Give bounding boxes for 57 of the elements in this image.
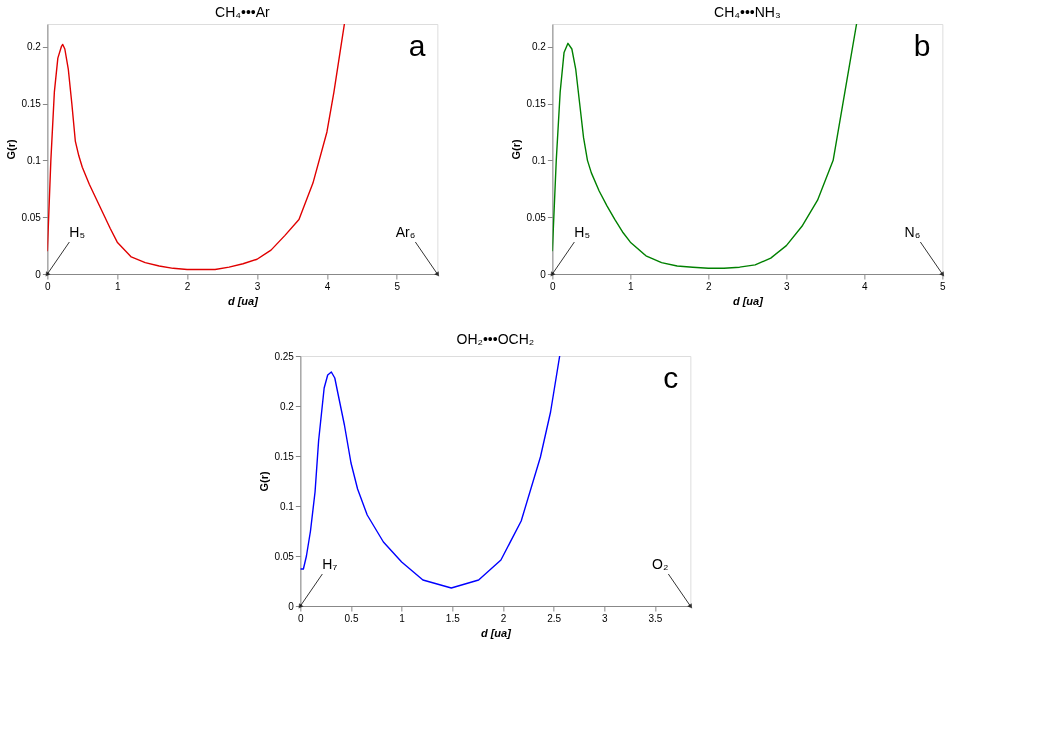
y-tick-label: 0.1	[279, 500, 295, 512]
y-tick-label: 0	[288, 600, 295, 612]
y-tick-label: 0.1	[531, 154, 547, 166]
annotation: H₅	[69, 224, 86, 240]
x-tick-label: 0	[550, 280, 557, 292]
line-series	[300, 356, 561, 589]
y-tick-label: 0.05	[21, 211, 42, 223]
x-axis-title: d [ua]	[732, 294, 764, 307]
annotation: O₂	[652, 556, 669, 572]
x-tick-label: 5	[940, 280, 947, 292]
x-tick-label: 3.5	[648, 612, 663, 624]
chart-title: CH₄•••NH₃	[714, 4, 781, 20]
y-tick-label: 0.05	[526, 211, 547, 223]
annotation: a	[408, 29, 426, 62]
y-tick-label: 0.2	[279, 400, 295, 412]
x-tick-label: 2.5	[547, 612, 562, 624]
x-tick-label: 4	[324, 280, 331, 292]
y-tick-label: 0	[35, 268, 42, 280]
x-tick-label: 0	[298, 612, 305, 624]
x-tick-label: 3	[784, 280, 791, 292]
y-tick-label: 0.05	[274, 550, 295, 562]
y-tick-label: 0.15	[274, 450, 295, 462]
x-axis-title: d [ua]	[227, 294, 259, 307]
y-axis-title: G(r)	[510, 139, 523, 160]
chart-title: CH₄•••Ar	[215, 4, 271, 20]
x-tick-label: 3	[254, 280, 261, 292]
annotation: H₇	[322, 556, 338, 572]
y-tick-label: 0.25	[274, 350, 295, 362]
x-tick-label: 1	[628, 280, 635, 292]
annotation: Ar₆	[395, 224, 416, 240]
x-tick-label: 5	[394, 280, 401, 292]
y-tick-label: 0.15	[21, 98, 42, 110]
x-tick-label: 2	[500, 612, 507, 624]
x-axis-title: d [ua]	[480, 626, 512, 639]
x-tick-label: 1	[399, 612, 406, 624]
annotation: b	[913, 29, 931, 62]
x-tick-label: 0.5	[344, 612, 359, 624]
annotation: N₆	[904, 224, 921, 240]
y-tick-label: 0.1	[26, 154, 42, 166]
annotation: H₅	[574, 224, 591, 240]
x-tick-label: 1.5	[445, 612, 461, 624]
line-series	[552, 24, 858, 270]
y-axis-title: G(r)	[5, 139, 18, 160]
x-tick-label: 4	[862, 280, 869, 292]
chart-title: OH₂•••OCH₂	[456, 331, 535, 347]
x-tick-label: 2	[706, 280, 713, 292]
y-tick-label: 0	[540, 268, 547, 280]
x-tick-label: 2	[184, 280, 191, 292]
line-series	[47, 24, 346, 271]
x-tick-label: 3	[601, 612, 608, 624]
annotation: c	[663, 361, 679, 394]
x-tick-label: 1	[114, 280, 121, 292]
y-tick-label: 0.2	[531, 41, 547, 53]
y-axis-title: G(r)	[258, 471, 271, 492]
y-tick-label: 0.15	[526, 98, 547, 110]
x-tick-label: 0	[45, 280, 52, 292]
y-tick-label: 0.2	[26, 41, 42, 53]
